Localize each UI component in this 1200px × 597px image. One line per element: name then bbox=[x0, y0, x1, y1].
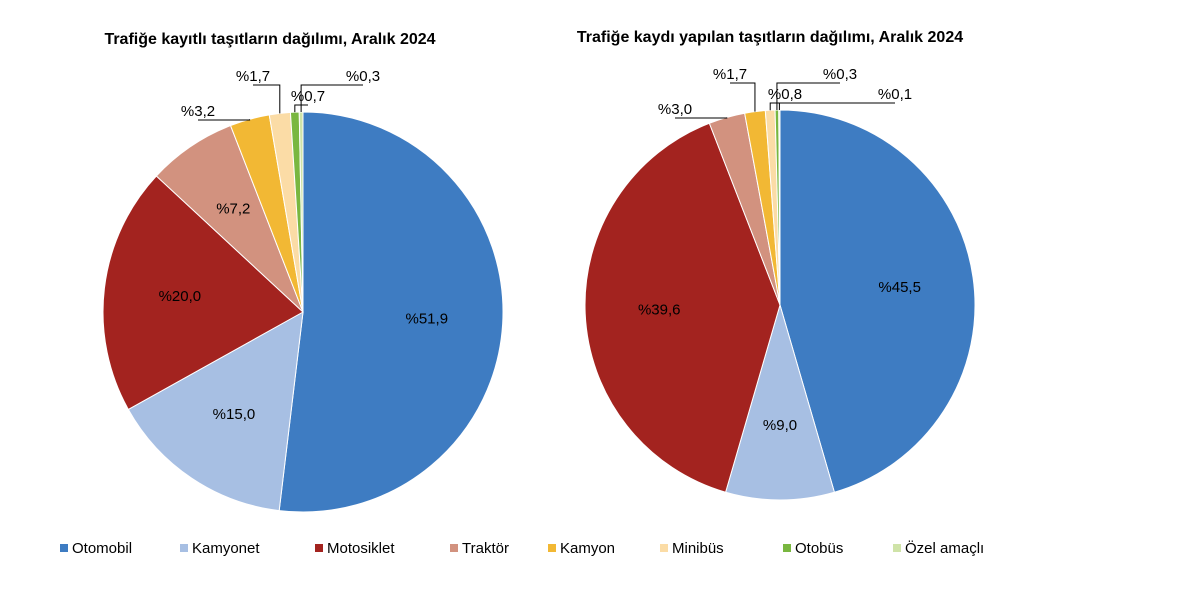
data-label: %3,0 bbox=[658, 101, 692, 118]
data-label: %3,2 bbox=[181, 103, 215, 120]
chart-title: Trafiğe kaydı yapılan taşıtların dağılım… bbox=[577, 29, 963, 46]
data-label: %39,6 bbox=[638, 301, 681, 318]
data-label: %0,1 bbox=[878, 86, 912, 103]
pie-slice: Motosiklet bbox=[584, 122, 781, 493]
pie-slice: Kamyonet bbox=[127, 311, 304, 512]
pie-slice: Özel amaçlı bbox=[298, 111, 304, 313]
leader-line bbox=[675, 117, 728, 119]
data-label: %1,7 bbox=[236, 68, 270, 85]
legend-label: Traktör bbox=[462, 540, 509, 557]
legend-label: Kamyonet bbox=[192, 540, 260, 557]
data-label: %1,7 bbox=[713, 66, 747, 83]
data-label: %15,0 bbox=[213, 406, 256, 423]
data-label: %45,5 bbox=[878, 279, 921, 296]
legend-swatch bbox=[893, 544, 901, 552]
pie-slice: Otomobil bbox=[278, 111, 504, 513]
legend-swatch bbox=[548, 544, 556, 552]
pie-slice: Otomobil bbox=[779, 109, 976, 493]
leader-line bbox=[730, 82, 756, 112]
legend-label: Otomobil bbox=[72, 540, 132, 557]
legend-swatch bbox=[783, 544, 791, 552]
data-label: %0,3 bbox=[823, 66, 857, 83]
data-label: %51,9 bbox=[406, 310, 449, 327]
legend-swatch bbox=[660, 544, 668, 552]
legend-swatch bbox=[60, 544, 68, 552]
data-label: %9,0 bbox=[763, 417, 797, 434]
legend-label: Otobüs bbox=[795, 540, 843, 557]
legend-label: Motosiklet bbox=[327, 540, 395, 557]
leader-line bbox=[198, 119, 251, 121]
leader-line bbox=[253, 84, 281, 114]
data-label: %7,2 bbox=[216, 200, 250, 217]
leader-line bbox=[776, 82, 840, 111]
pie-slice: Özel amaçlı bbox=[778, 109, 781, 306]
leader-line bbox=[778, 102, 895, 111]
data-label: %0,3 bbox=[346, 68, 380, 85]
legend-label: Özel amaçlı bbox=[905, 539, 984, 557]
pie-slice: Motosiklet bbox=[102, 175, 304, 411]
legend-label: Minibüs bbox=[672, 540, 724, 557]
chart-title: Trafiğe kayıtlı taşıtların dağılımı, Ara… bbox=[104, 31, 435, 48]
leader-line bbox=[769, 102, 785, 111]
data-label: %0,8 bbox=[768, 86, 802, 103]
legend-swatch bbox=[180, 544, 188, 552]
pie-slice: Kamyonet bbox=[724, 303, 836, 501]
leader-line bbox=[294, 104, 308, 113]
legend-label: Kamyon bbox=[560, 540, 615, 557]
data-label: %0,7 bbox=[291, 88, 325, 105]
leader-line bbox=[300, 84, 363, 113]
legend-swatch bbox=[450, 544, 458, 552]
data-label: %20,0 bbox=[159, 288, 202, 305]
legend-swatch bbox=[315, 544, 323, 552]
